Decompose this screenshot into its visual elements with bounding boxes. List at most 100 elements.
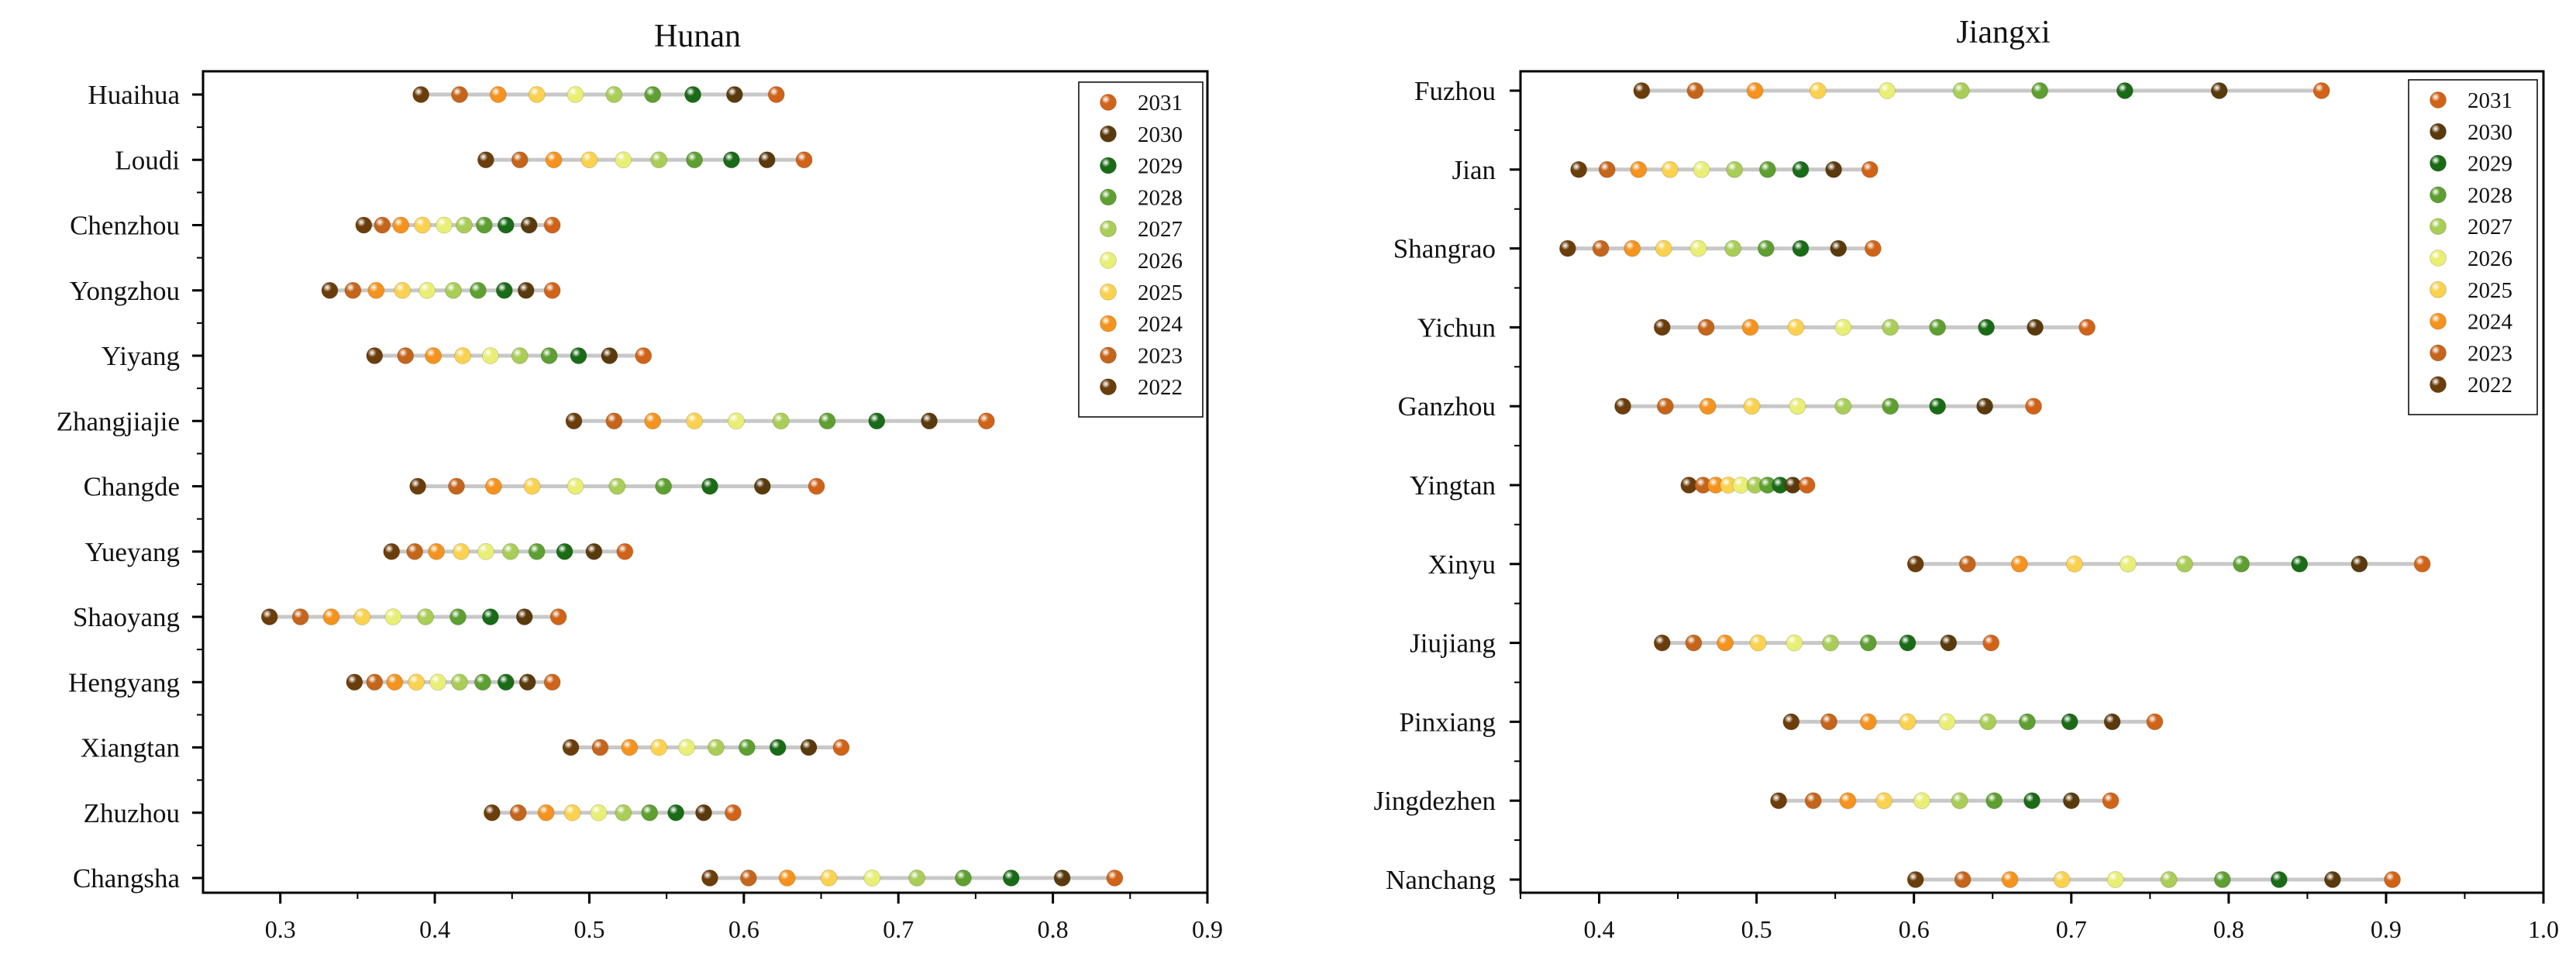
hunan-x-tick-label: 0.6	[728, 915, 759, 943]
hunan-dot-yongzhou-2023	[344, 281, 362, 299]
hunan-dot-xiangtan-2031	[832, 739, 850, 756]
jiangxi-dot-xinyu-2030	[2350, 555, 2368, 573]
hunan-dot-yiyang-2024	[425, 347, 443, 364]
hunan-dot-yiyang-2031	[635, 347, 653, 364]
jiangxi-dot-fuzhou-2026	[1879, 82, 1896, 99]
jiangxi-dot-pinxiang-2026	[1938, 713, 1956, 731]
hunan-dot-zhangjiajie-2023	[605, 412, 623, 430]
hunan-dot-huaihua-2024	[489, 86, 507, 103]
hunan-dot-xiangtan-2028	[738, 739, 756, 756]
jiangxi-dot-nanchang-2025	[2053, 871, 2071, 888]
jiangxi-dot-yichun-2025	[1787, 319, 1805, 336]
hunan-y-label-yueyang: Yueyang	[85, 537, 180, 567]
hunan-dot-huaihua-2025	[528, 86, 546, 103]
hunan-dot-chenzhou-2031	[543, 216, 561, 234]
hunan-panel: Hunan Huaihua Loudi Chenzhou Yongzhou Yiyang…	[57, 19, 1223, 943]
hunan-dot-yueyang-2031	[616, 542, 634, 560]
hunan-dot-changde-2024	[484, 477, 502, 495]
hunan-legend-label-2025: 2025	[1138, 281, 1183, 305]
hunan-dot-loudi-2026	[615, 151, 632, 169]
hunan-dot-zhuzhou-2022	[483, 804, 501, 821]
jiangxi-dot-pinxiang-2022	[1782, 713, 1800, 731]
jiangxi-x-tick-label: 0.7	[2056, 915, 2087, 943]
jiangxi-dot-ganzhou-2025	[1743, 398, 1761, 415]
hunan-y-label-huaihua: Huaihua	[88, 80, 180, 110]
jiangxi-dot-jingdezhen-2027	[1951, 792, 1968, 810]
jiangxi-dot-nanchang-2022	[1906, 871, 1924, 888]
jiangxi-dot-yichun-2026	[1834, 319, 1852, 336]
jiangxi-dot-jian-2031	[1861, 160, 1879, 178]
jiangxi-panel: Jiangxi Fuzhou Jian Shangrao Yichun Ganzhou Y…	[1374, 15, 2559, 943]
jiangxi-dot-fuzhou-2031	[2313, 82, 2330, 99]
hunan-dot-changsha-2030	[1053, 869, 1071, 887]
jiangxi-dot-fuzhou-2025	[1809, 82, 1827, 99]
jiangxi-x-tick-label: 0.9	[2371, 915, 2402, 943]
jiangxi-plot-frame	[1519, 70, 2545, 894]
hunan-dot-yongzhou-2022	[321, 281, 339, 299]
hunan-dot-changsha-2029	[1002, 869, 1020, 887]
jiangxi-y-label-xinyu: Xinyu	[1428, 549, 1496, 580]
jiangxi-dot-jian-2027	[1726, 160, 1744, 178]
hunan-legend-marker-2031	[1100, 94, 1117, 111]
jiangxi-dot-pinxiang-2030	[2103, 713, 2121, 731]
hunan-dot-yongzhou-2030	[517, 281, 535, 299]
hunan-dot-loudi-2023	[511, 151, 529, 169]
hunan-dot-yiyang-2022	[366, 347, 384, 364]
hunan-dot-yiyang-2025	[453, 347, 471, 364]
jiangxi-dot-fuzhou-2029	[2116, 82, 2133, 99]
hunan-legend-label-2026: 2026	[1138, 249, 1183, 274]
jiangxi-dot-ganzhou-2029	[1929, 398, 1947, 415]
hunan-dot-loudi-2025	[580, 151, 598, 169]
hunan-dot-changsha-2026	[863, 869, 881, 887]
hunan-dot-zhuzhou-2029	[667, 804, 685, 821]
jiangxi-legend: 2031 2030 2029 2028 2027 2026 2025 2024 2023 2022	[2408, 79, 2538, 415]
hunan-dot-yongzhou-2028	[469, 281, 487, 299]
hunan-dot-yueyang-2023	[406, 542, 424, 560]
jiangxi-dot-fuzhou-2022	[1633, 82, 1651, 99]
hunan-dot-chenzhou-2028	[475, 216, 493, 234]
hunan-dot-xiangtan-2024	[621, 739, 639, 756]
hunan-dot-changde-2025	[523, 477, 541, 495]
hunan-dot-chenzhou-2029	[497, 216, 515, 234]
hunan-dot-changde-2030	[753, 477, 771, 495]
hunan-y-label-zhangjiajie: Zhangjiajie	[57, 406, 180, 436]
jiangxi-dot-ganzhou-2028	[1882, 398, 1899, 415]
jiangxi-dot-shangrao-2024	[1624, 239, 1641, 257]
hunan-dot-changde-2027	[608, 477, 626, 495]
hunan-y-label-changsha: Changsha	[73, 863, 181, 894]
jiangxi-legend-marker-2022	[2430, 376, 2447, 394]
jiangxi-legend-marker-2031	[2430, 91, 2447, 108]
hunan-dot-zhangjiajie-2031	[977, 412, 995, 430]
hunan-y-label-yiyang: Yiyang	[102, 341, 180, 371]
jiangxi-dot-jiujiang-2028	[1859, 634, 1877, 652]
hunan-dot-hengyang-2022	[346, 673, 363, 691]
hunan-legend-marker-2026	[1100, 252, 1117, 269]
jiangxi-dot-nanchang-2024	[2001, 871, 2019, 888]
jiangxi-dot-nanchang-2026	[2106, 871, 2124, 888]
hunan-dot-loudi-2027	[650, 151, 668, 169]
hunan-legend-marker-2027	[1100, 220, 1117, 238]
hunan-dot-zhuzhou-2024	[537, 804, 555, 821]
jiangxi-dot-ganzhou-2030	[1976, 398, 1994, 415]
jiangxi-dot-yichun-2027	[1882, 319, 1899, 336]
hunan-dot-zhangjiajie-2027	[772, 412, 790, 430]
jiangxi-dot-xinyu-2026	[2119, 555, 2137, 573]
hunan-dot-shaoyang-2027	[417, 608, 435, 625]
jiangxi-dot-jian-2024	[1630, 160, 1648, 178]
jiangxi-dot-jian-2029	[1792, 160, 1810, 178]
jiangxi-dot-ganzhou-2024	[1699, 398, 1717, 415]
hunan-dot-huaihua-2027	[605, 86, 623, 103]
hunan-legend-box	[1078, 81, 1204, 418]
hunan-legend-marker-2029	[1100, 157, 1117, 174]
hunan-dot-zhangjiajie-2028	[818, 412, 836, 430]
hunan-dot-zhangjiajie-2025	[686, 412, 704, 430]
jiangxi-dot-jiujiang-2026	[1786, 634, 1803, 652]
jiangxi-y-label-jian: Jian	[1452, 155, 1496, 185]
jiangxi-dot-fuzhou-2028	[2031, 82, 2049, 99]
jiangxi-dot-xinyu-2028	[2233, 555, 2251, 573]
hunan-dot-huaihua-2028	[644, 86, 662, 103]
hunan-dot-hengyang-2024	[386, 673, 404, 691]
hunan-legend-label-2023: 2023	[1138, 343, 1183, 368]
jiangxi-y-label-jiujiang: Jiujiang	[1410, 628, 1496, 659]
